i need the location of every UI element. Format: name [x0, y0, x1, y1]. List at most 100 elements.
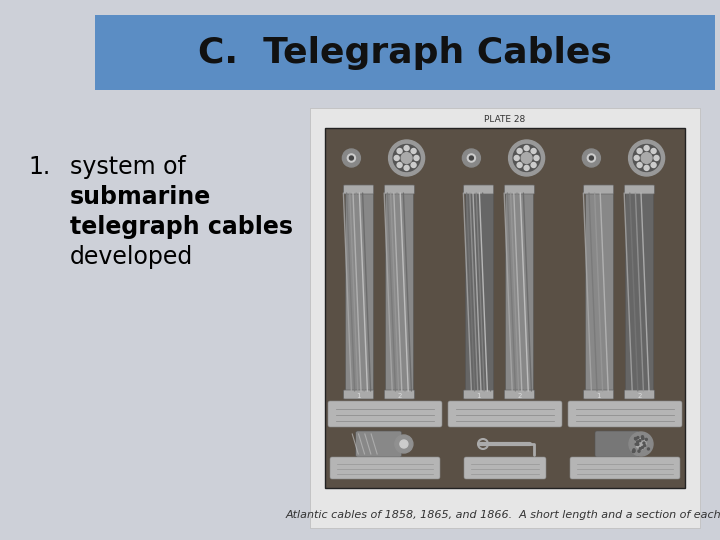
Circle shape — [401, 153, 412, 164]
Circle shape — [651, 163, 656, 167]
Circle shape — [411, 148, 416, 153]
Text: C.  Telegraph Cables: C. Telegraph Cables — [198, 36, 612, 70]
Circle shape — [651, 148, 656, 153]
Circle shape — [636, 441, 639, 443]
Text: system of: system of — [70, 155, 186, 179]
FancyBboxPatch shape — [356, 431, 402, 457]
Circle shape — [514, 156, 519, 160]
Circle shape — [517, 163, 522, 167]
Circle shape — [347, 154, 356, 162]
Text: developed: developed — [70, 245, 193, 269]
Circle shape — [508, 140, 544, 176]
Circle shape — [639, 448, 642, 450]
FancyBboxPatch shape — [330, 457, 440, 479]
Text: 1.: 1. — [28, 155, 50, 179]
Text: 2: 2 — [397, 393, 402, 399]
Circle shape — [637, 163, 642, 167]
Circle shape — [411, 163, 416, 167]
FancyBboxPatch shape — [464, 457, 546, 479]
Text: 1: 1 — [356, 393, 361, 399]
Circle shape — [414, 156, 419, 160]
Text: 1: 1 — [477, 393, 481, 399]
Bar — [95, 15, 715, 90]
Circle shape — [633, 450, 635, 452]
Circle shape — [389, 140, 425, 176]
Circle shape — [647, 448, 649, 450]
Circle shape — [524, 165, 529, 171]
Circle shape — [393, 145, 420, 172]
Circle shape — [531, 163, 536, 167]
Circle shape — [395, 156, 399, 160]
Circle shape — [637, 443, 639, 446]
Circle shape — [517, 148, 522, 153]
Circle shape — [404, 146, 409, 151]
Circle shape — [588, 154, 595, 162]
FancyBboxPatch shape — [624, 390, 654, 399]
Circle shape — [634, 437, 636, 440]
Circle shape — [645, 438, 647, 441]
Bar — [626, 193, 654, 391]
Circle shape — [469, 156, 474, 160]
Circle shape — [582, 149, 600, 167]
Circle shape — [638, 450, 640, 452]
Circle shape — [644, 146, 649, 151]
Circle shape — [637, 148, 642, 153]
Circle shape — [349, 156, 354, 160]
Circle shape — [531, 148, 536, 153]
Circle shape — [642, 153, 652, 164]
FancyBboxPatch shape — [384, 185, 415, 194]
Circle shape — [654, 156, 659, 160]
Circle shape — [636, 439, 646, 449]
Bar — [310, 108, 700, 528]
Text: 2: 2 — [637, 393, 642, 399]
FancyBboxPatch shape — [328, 401, 442, 427]
Circle shape — [395, 435, 413, 453]
FancyBboxPatch shape — [343, 185, 374, 194]
Circle shape — [629, 432, 653, 456]
Text: Atlantic cables of 1858, 1865, and 1866.  A short length and a section of each.: Atlantic cables of 1858, 1865, and 1866.… — [285, 510, 720, 520]
Circle shape — [644, 165, 649, 171]
Circle shape — [397, 148, 402, 153]
Bar — [345, 193, 373, 391]
Bar — [464, 193, 492, 391]
Circle shape — [524, 146, 529, 151]
Text: 1: 1 — [596, 393, 601, 399]
Circle shape — [632, 450, 634, 453]
FancyBboxPatch shape — [568, 401, 682, 427]
Circle shape — [642, 438, 644, 440]
FancyBboxPatch shape — [505, 390, 534, 399]
FancyBboxPatch shape — [448, 401, 562, 427]
Circle shape — [635, 438, 637, 440]
Bar — [505, 193, 534, 391]
FancyBboxPatch shape — [464, 185, 494, 194]
Bar — [325, 128, 685, 488]
FancyBboxPatch shape — [624, 185, 654, 194]
Circle shape — [639, 440, 641, 442]
Circle shape — [635, 443, 637, 445]
Circle shape — [404, 165, 409, 171]
Circle shape — [629, 140, 665, 176]
Circle shape — [400, 440, 408, 448]
Circle shape — [643, 442, 645, 444]
Circle shape — [462, 149, 480, 167]
Circle shape — [534, 156, 539, 160]
Circle shape — [343, 149, 361, 167]
FancyBboxPatch shape — [343, 390, 374, 399]
FancyBboxPatch shape — [505, 185, 534, 194]
Circle shape — [634, 156, 639, 160]
Bar — [585, 193, 613, 391]
FancyBboxPatch shape — [570, 457, 680, 479]
FancyBboxPatch shape — [384, 390, 415, 399]
Circle shape — [633, 449, 635, 451]
FancyBboxPatch shape — [595, 431, 639, 457]
Circle shape — [642, 447, 644, 448]
Text: PLATE 28: PLATE 28 — [485, 116, 526, 125]
Circle shape — [467, 154, 475, 162]
Circle shape — [637, 436, 639, 438]
Text: 2: 2 — [517, 393, 521, 399]
FancyBboxPatch shape — [464, 390, 494, 399]
Circle shape — [642, 437, 644, 439]
Circle shape — [642, 436, 644, 438]
Circle shape — [513, 145, 540, 172]
Circle shape — [590, 156, 593, 160]
